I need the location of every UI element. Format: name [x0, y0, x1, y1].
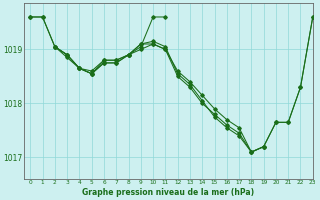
X-axis label: Graphe pression niveau de la mer (hPa): Graphe pression niveau de la mer (hPa)	[82, 188, 254, 197]
